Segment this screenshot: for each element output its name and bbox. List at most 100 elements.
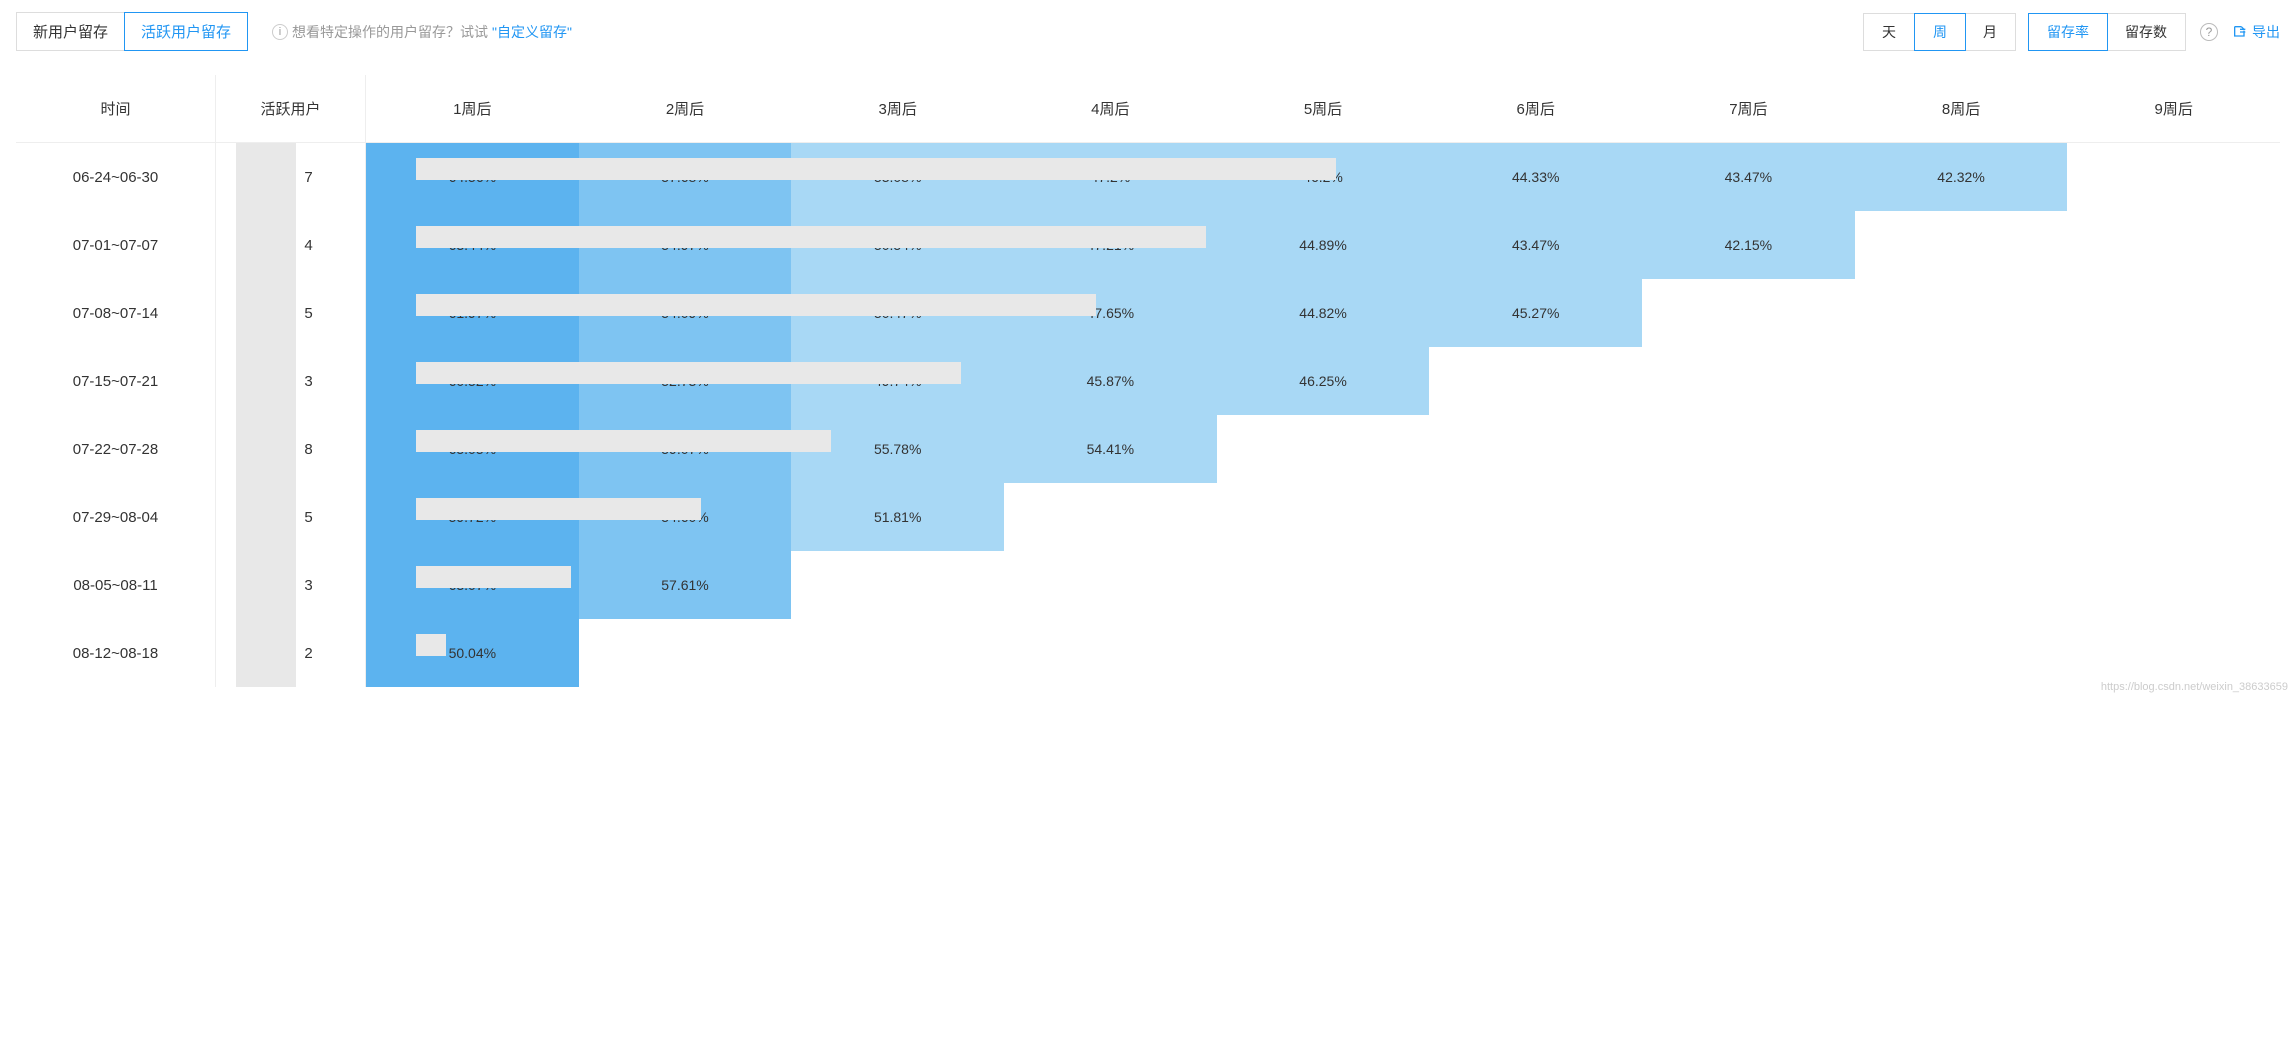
cell-week [1855,483,2068,551]
seg-count[interactable]: 留存数 [2107,14,2185,50]
cell-week [1642,483,1855,551]
cell-week [1429,619,1642,687]
cell-week: 42.15% [1642,211,1855,279]
cell-week [1642,619,1855,687]
hint-prefix: 想看特定操作的用户留存？试试 [292,22,488,42]
cell-week: 44.33% [1429,143,1642,211]
cell-time: 07-15~07-21 [16,347,216,415]
cell-users: 5 [216,483,366,551]
header-w6: 6周后 [1429,75,1642,142]
cell-week: 45.27% [1429,279,1642,347]
cell-week [1855,279,2068,347]
table-row: 07-01~07-07463.44%54.97%50.54%47.21%44.8… [16,211,2280,279]
cell-week: 44.89% [1217,211,1430,279]
cell-week [1642,347,1855,415]
cell-time: 08-12~08-18 [16,619,216,687]
cell-time: 07-08~07-14 [16,279,216,347]
export-link[interactable]: 导出 [2232,22,2280,42]
cell-week [1429,551,1642,619]
cell-time: 07-01~07-07 [16,211,216,279]
retention-table: 时间 活跃用户 1周后 2周后 3周后 4周后 5周后 6周后 7周后 8周后 … [16,75,2280,687]
table-row: 07-08~07-14561.97%54.09%50.47%47.65%44.8… [16,279,2280,347]
metric-group: 留存率 留存数 [2028,13,2186,51]
seg-month[interactable]: 月 [1965,14,2015,50]
cell-week [579,619,792,687]
cell-time: 07-29~08-04 [16,483,216,551]
redaction-block [236,347,296,415]
redaction-block [236,619,296,687]
header-w5: 5周后 [1217,75,1430,142]
cell-week [1004,551,1217,619]
header-w7: 7周后 [1642,75,1855,142]
seg-day[interactable]: 天 [1864,14,1915,50]
table-row: 07-22~07-28865.05%59.07%55.78%54.41% [16,415,2280,483]
watermark: https://blog.csdn.net/weixin_38633659 [2101,681,2288,693]
header-w4: 4周后 [1004,75,1217,142]
cell-week: 42.32% [1855,143,2068,211]
cell-week [2067,619,2280,687]
redaction-block [236,143,296,211]
cell-week [1642,551,1855,619]
redaction-block [236,551,296,619]
toolbar: 新用户留存 活跃用户留存 i 想看特定操作的用户留存？试试 "自定义留存" 天 … [16,12,2280,51]
redaction-bar [416,566,571,588]
info-icon: i [272,24,288,40]
cell-users: 7 [216,143,366,211]
redaction-bar [416,634,446,656]
table-body: 06-24~06-30764.56%57.68%53.08%47.2%46.2%… [16,143,2280,687]
redaction-block [236,279,296,347]
cell-users: 4 [216,211,366,279]
cell-week [1855,551,2068,619]
cell-week: 54.41% [1004,415,1217,483]
cell-week [1429,415,1642,483]
table-row: 07-29~08-04559.72%54.60%51.81% [16,483,2280,551]
redaction-bar [416,226,1206,248]
redaction-bar [416,430,831,452]
cell-week: 51.81% [791,483,1004,551]
cell-week [2067,347,2280,415]
cell-week: 43.47% [1642,143,1855,211]
export-label: 导出 [2252,22,2280,42]
cell-time: 08-05~08-11 [16,551,216,619]
help-icon[interactable]: ? [2200,23,2218,41]
custom-retention-link[interactable]: "自定义留存" [492,22,572,42]
cell-week [1855,211,2068,279]
cell-users: 3 [216,551,366,619]
cell-week [1004,483,1217,551]
cell-week [1217,619,1430,687]
cell-users: 5 [216,279,366,347]
redaction-block [236,415,296,483]
cell-week [2067,211,2280,279]
table-row: 06-24~06-30764.56%57.68%53.08%47.2%46.2%… [16,143,2280,211]
header-w1: 1周后 [366,75,579,142]
tab-active-user[interactable]: 活跃用户留存 [124,12,248,51]
cell-time: 07-22~07-28 [16,415,216,483]
redaction-bar [416,498,701,520]
granularity-group: 天 周 月 [1863,13,2016,51]
header-time: 时间 [16,75,216,142]
header-w8: 8周后 [1855,75,2068,142]
cell-users: 8 [216,415,366,483]
cell-week [1217,483,1430,551]
retention-type-tabs: 新用户留存 活跃用户留存 [16,12,248,51]
cell-week [2067,483,2280,551]
hint-text: i 想看特定操作的用户留存？试试 "自定义留存" [272,22,572,42]
cell-week [1429,347,1642,415]
tab-new-user[interactable]: 新用户留存 [17,13,125,50]
cell-week [2067,279,2280,347]
cell-week [1855,347,2068,415]
cell-week: 57.61% [579,551,792,619]
cell-week [1855,619,2068,687]
cell-week [2067,551,2280,619]
redaction-bar [416,158,1336,180]
seg-rate[interactable]: 留存率 [2028,13,2108,51]
cell-week [1004,619,1217,687]
cell-week: 43.47% [1429,211,1642,279]
cell-week: 45.87% [1004,347,1217,415]
cell-week [791,619,1004,687]
cell-week: 46.25% [1217,347,1430,415]
cell-week [2067,415,2280,483]
redaction-block [236,483,296,551]
table-row: 07-15~07-21360.52%52.73%49.74%45.87%46.2… [16,347,2280,415]
seg-week[interactable]: 周 [1914,13,1966,51]
